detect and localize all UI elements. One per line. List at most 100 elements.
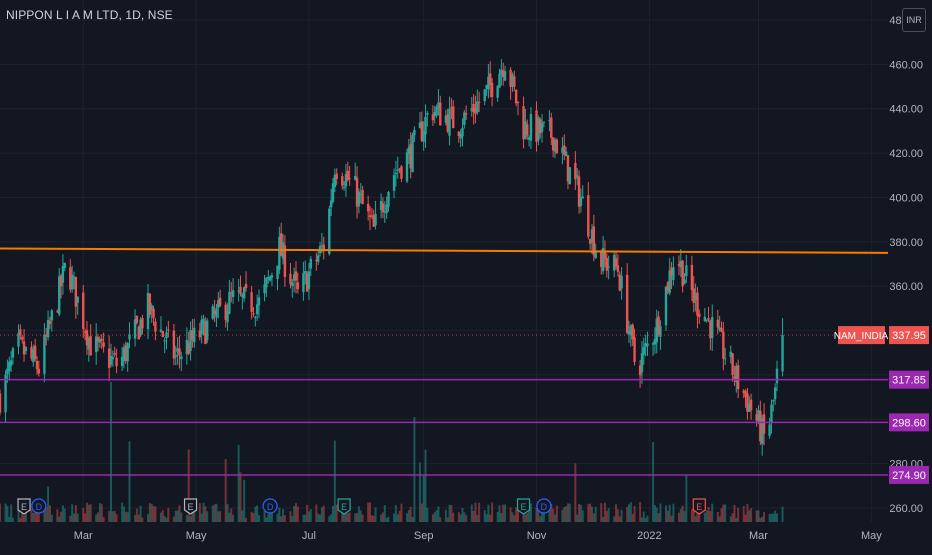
candle-body	[716, 319, 719, 328]
volume-bar	[541, 507, 544, 522]
dividend-marker[interactable]: D	[31, 498, 47, 514]
volume-bar	[56, 509, 59, 522]
volume-bar	[43, 510, 46, 522]
earnings-marker[interactable]: E	[337, 498, 351, 515]
volume-bar	[615, 504, 618, 522]
time-tick-label: May	[861, 530, 882, 542]
candle-body	[291, 282, 294, 286]
interval-label[interactable]: 1D	[125, 8, 141, 22]
candle-body	[733, 376, 736, 379]
candle-body	[354, 175, 357, 180]
candle-body	[159, 329, 163, 332]
candle-body	[19, 329, 22, 336]
volume-bar	[461, 507, 464, 522]
candle-body	[348, 177, 351, 179]
volume-bar	[296, 506, 299, 522]
candle-body	[328, 208, 331, 255]
candle-body	[437, 102, 440, 109]
volume-bar	[633, 506, 636, 522]
volume-bar	[448, 504, 451, 522]
volume-bar	[722, 504, 725, 522]
candle-body	[657, 316, 660, 335]
horizontal-levels[interactable]	[0, 247, 889, 476]
candle-body	[433, 111, 436, 117]
volume-bar	[763, 512, 766, 522]
candle-body	[400, 166, 403, 179]
candle-body	[120, 356, 124, 367]
candle-body	[161, 331, 164, 338]
volume-bar	[629, 502, 632, 522]
candle-body	[304, 271, 307, 274]
candle-body	[254, 316, 257, 318]
candle-body	[526, 124, 529, 136]
volume-bar	[776, 513, 778, 522]
dividend-marker[interactable]: D	[536, 498, 552, 514]
volume-bar	[139, 505, 142, 522]
price-axis[interactable]: 260.00280.00300.00320.00340.00360.00380.…	[888, 0, 932, 550]
volume-bar	[102, 517, 105, 522]
candle-body	[370, 215, 374, 217]
volume-bar	[302, 514, 305, 522]
volume-bar	[576, 514, 579, 522]
volume-bar	[45, 507, 48, 522]
candle-body	[58, 276, 61, 315]
symbol-tag-box	[838, 326, 885, 345]
candle-body	[231, 290, 235, 298]
volume-bar	[524, 514, 527, 522]
candle-body	[56, 311, 59, 313]
volume-bar	[383, 505, 386, 522]
currency-badge[interactable]: INR	[902, 8, 926, 32]
volume-bar	[348, 512, 351, 522]
dividend-marker[interactable]: D	[262, 498, 278, 514]
level-price-box	[889, 370, 929, 389]
volume-bar	[191, 509, 194, 522]
candle-body	[21, 336, 24, 340]
earnings-icon	[337, 498, 351, 515]
candle-body	[625, 274, 629, 333]
price-tick-label: 440.00	[889, 104, 923, 116]
candle-body	[122, 347, 126, 362]
candle-body	[278, 236, 281, 270]
earnings-marker[interactable]: E	[17, 498, 31, 515]
earnings-marker[interactable]: E	[692, 498, 706, 515]
price-tick-label: 460.00	[889, 59, 923, 71]
volume-bar	[578, 503, 581, 522]
candle-body	[387, 192, 390, 207]
volume-bar	[548, 504, 551, 522]
candle-body	[465, 113, 468, 115]
volume-bar	[165, 517, 168, 522]
candle-body	[646, 343, 649, 347]
dividend-icon	[31, 498, 47, 514]
candle-body	[172, 330, 176, 359]
earnings-marker[interactable]: E	[516, 498, 531, 515]
candle-body	[366, 203, 370, 212]
last-price-label: 337.95	[892, 330, 926, 342]
volume-bar	[82, 508, 85, 522]
volume-bar	[652, 442, 655, 522]
volume-bar	[422, 475, 425, 522]
candle-body	[289, 273, 292, 285]
volume-bar	[267, 514, 270, 522]
symbol-name[interactable]: NIPPON L I A M LTD	[6, 8, 119, 22]
candle-body	[448, 108, 451, 136]
volume-bar	[616, 509, 619, 522]
volume-bar	[320, 507, 323, 522]
volume-bar	[122, 506, 125, 522]
volume-bar	[309, 509, 312, 522]
candle-body	[539, 119, 542, 134]
candle-body	[146, 293, 150, 330]
volume-bar	[640, 517, 643, 522]
candle-body	[33, 345, 37, 360]
earnings-marker[interactable]: E	[183, 498, 198, 515]
volume-bar	[474, 502, 477, 522]
time-axis[interactable]: Mar May Jul Sep Nov 2022 Mar May	[0, 522, 888, 550]
volume-bar	[418, 462, 421, 522]
level-price-label: 317.85	[892, 375, 926, 387]
volume-bar	[17, 509, 20, 522]
volume-bar	[370, 515, 373, 522]
candle-body	[555, 139, 559, 154]
candle-body	[781, 335, 784, 372]
volume-bar	[742, 505, 745, 522]
